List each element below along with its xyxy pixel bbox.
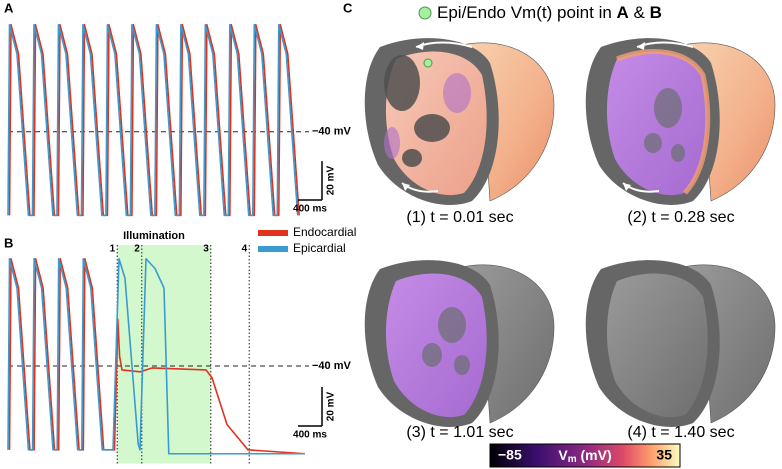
frame-caption: (3) t = 1.01 sec [406, 424, 513, 441]
heart-renderings [364, 38, 776, 427]
panel-label: C [343, 0, 353, 15]
surface-patch [422, 343, 442, 367]
surface-patch [438, 307, 466, 343]
legend-swatch [258, 230, 288, 236]
trace [7, 23, 299, 217]
scalebar-y-label: 20 mV [326, 165, 337, 195]
arrow-head [623, 183, 631, 191]
frame-caption: (4) t = 1.40 sec [627, 424, 734, 441]
frame-caption: (1) t = 0.01 sec [406, 209, 513, 226]
trace [7, 257, 305, 455]
legend-text: A [617, 3, 629, 22]
event-label: 4 [242, 244, 248, 255]
legend-swatch [258, 246, 288, 252]
surface-patch [671, 144, 685, 162]
arrow-head [416, 42, 424, 50]
frame-caption: (2) t = 0.28 sec [627, 209, 734, 226]
legend-label: Endocardial [293, 225, 356, 239]
colorbar-label-part: (mV) [577, 447, 612, 463]
heart [585, 38, 776, 205]
colorbar-label-part: m [568, 454, 577, 465]
colorbar-min: −85 [498, 447, 522, 463]
surface-patch [454, 355, 470, 375]
panel-label: A [4, 0, 14, 15]
scalebar-y-label: 20 mV [326, 391, 337, 421]
colorbar [489, 443, 681, 468]
legend-text: & [629, 3, 650, 22]
arrow-head [637, 42, 645, 50]
arrow-head [402, 183, 410, 191]
heart [585, 260, 776, 427]
surface-patch [384, 127, 400, 159]
colorbar-label: Vm (mV) [558, 447, 611, 465]
surface-patch [654, 88, 682, 128]
legend-text: B [650, 3, 662, 22]
heart [364, 38, 555, 205]
event-label: 1 [110, 244, 116, 255]
surface-patch [443, 73, 471, 113]
surface-patch [402, 149, 422, 167]
panel-c-legend: Epi/Endo Vm(t) point in A & B [437, 3, 662, 22]
panel-label: B [4, 235, 13, 250]
heart [364, 260, 555, 427]
reference-label: −40 mV [312, 360, 351, 372]
lv-surface [606, 273, 708, 418]
surface-patch [644, 133, 662, 153]
scalebar-x-label: 400 ms [293, 430, 327, 441]
legend-text: Epi/Endo Vm(t) point in [437, 3, 617, 22]
rim [616, 49, 711, 195]
legend-label: Epicardial [293, 241, 346, 255]
illumination-span [117, 245, 211, 464]
trace [8, 257, 306, 455]
event-label: 3 [203, 244, 209, 255]
scalebar-x-label: 400 ms [293, 204, 327, 215]
colorbar-label-part: V [558, 447, 568, 463]
surface-patch [384, 55, 420, 111]
point-marker [423, 58, 433, 68]
point-marker [418, 6, 432, 20]
reference-label: −40 mV [312, 126, 351, 138]
illumination-label: Illumination [123, 230, 185, 242]
surface-patch [414, 114, 450, 142]
event-label: 2 [134, 244, 140, 255]
colorbar-max: 35 [656, 447, 672, 463]
